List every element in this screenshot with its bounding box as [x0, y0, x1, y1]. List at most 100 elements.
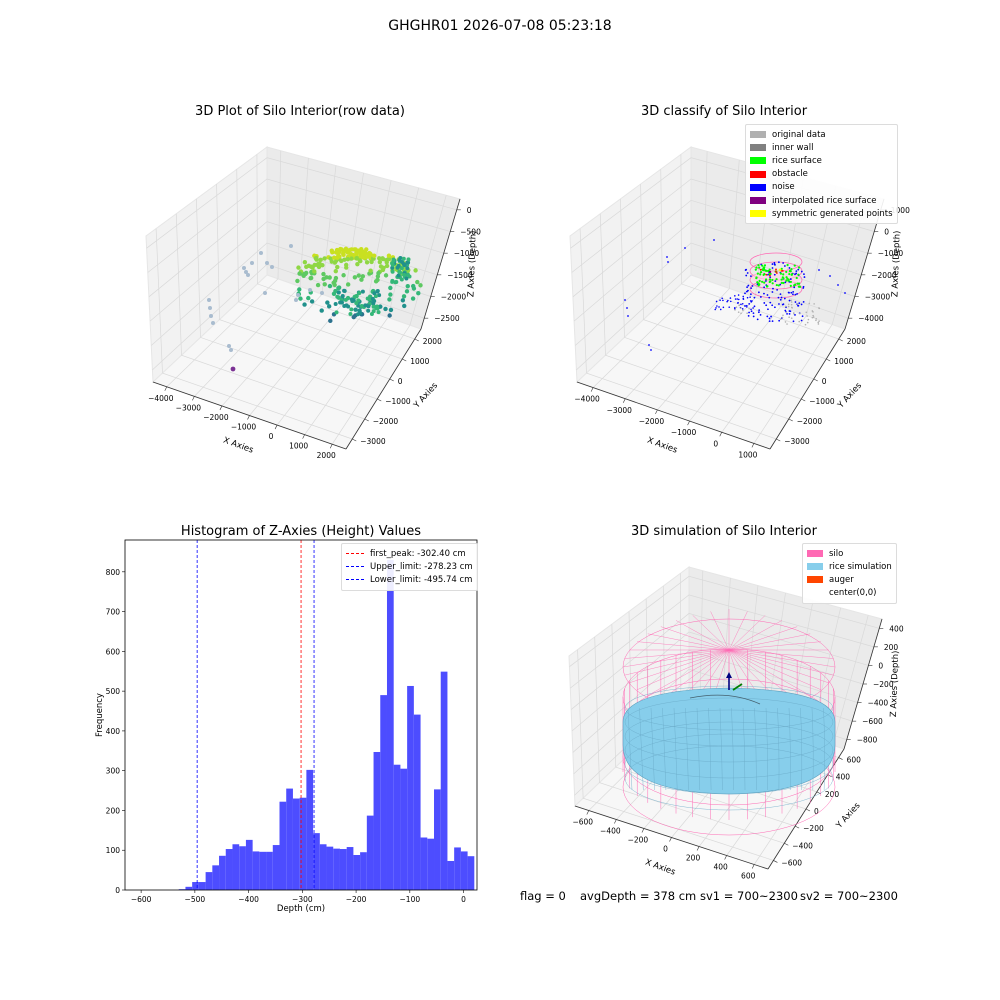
raw-point [320, 291, 324, 295]
legend-label: original data [772, 129, 826, 140]
raw-point [335, 264, 340, 270]
raw-point [376, 270, 381, 276]
y-axis-label: Frequency [95, 693, 105, 737]
z-tick-label: −200 [873, 680, 894, 689]
histogram-bar [299, 797, 307, 890]
raw-point [322, 256, 327, 261]
figure-title: GHGHR01 2026-07-08 05:23:18 [388, 18, 612, 34]
noise-point [803, 273, 805, 276]
x-tick-label: 2000 [317, 451, 336, 460]
x-tick [192, 396, 195, 401]
noise-point [792, 293, 794, 296]
histogram-bar [212, 865, 220, 890]
rice-surface-point [771, 278, 774, 282]
original-point [781, 316, 784, 319]
legend-swatch [807, 576, 823, 584]
y-tick-label: 400 [836, 773, 851, 782]
raw-point [359, 304, 364, 309]
x-tick-label: 0 [663, 845, 668, 854]
interpolated-point [768, 270, 772, 274]
x-tick-label: 0 [713, 439, 718, 448]
legend-label: center(0,0) [829, 588, 877, 599]
raw-point [383, 306, 388, 312]
raw-point [405, 266, 410, 271]
original-point [790, 301, 793, 303]
noise-point [744, 305, 746, 307]
z-tick-label: −500 [460, 228, 481, 237]
y-tick-label: 400 [106, 727, 121, 736]
rice-surface-point [758, 266, 761, 269]
z-tick-label: −600 [862, 717, 883, 726]
raw-point [375, 274, 381, 279]
noise-point [666, 256, 668, 258]
auger-arrow [732, 683, 743, 691]
raw-point [388, 292, 393, 297]
noise-point [627, 315, 629, 317]
histogram-bar [225, 849, 233, 890]
x-tick [164, 386, 168, 391]
z-tick-label: 400 [889, 624, 904, 633]
noise-point [742, 295, 745, 298]
rice-surface-point [786, 263, 789, 267]
raw-point [387, 256, 392, 262]
y-tick-label: 2000 [423, 337, 442, 346]
histogram-bar [266, 851, 273, 890]
raw-point [397, 270, 402, 275]
rice-surface-ridge [689, 694, 761, 705]
plot-frame [124, 539, 478, 891]
x-tick [724, 855, 727, 860]
x-tick-label: −4000 [574, 395, 600, 404]
noise-point [752, 307, 754, 309]
legend-item: inner wall [750, 141, 893, 154]
raw-point [344, 262, 349, 268]
noise-point [722, 306, 725, 309]
z-tick-label: 0 [878, 661, 883, 670]
raw-point [345, 248, 351, 253]
legend-item: first_peak: -302.40 cm [346, 547, 473, 560]
histogram-bar [239, 846, 246, 890]
original-point [812, 314, 814, 317]
raw-point [348, 312, 353, 317]
rice-surface-point [782, 277, 785, 280]
legend-swatch [807, 589, 823, 597]
legend-label: first_peak: -302.40 cm [370, 548, 466, 559]
rice-surface-point [789, 284, 792, 287]
silo-roof-wire [728, 649, 829, 684]
raw-point [333, 301, 338, 306]
y-tick [795, 825, 800, 829]
noise-point [798, 302, 801, 305]
z-axis-line [420, 198, 461, 330]
x-tick-label: −600 [131, 895, 152, 904]
legend-label: interpolated rice surface [772, 195, 877, 206]
noise-point [783, 265, 786, 267]
rice-surface-point [768, 273, 771, 276]
original-point [782, 314, 784, 317]
histogram-bar [373, 751, 381, 890]
raw-point [402, 272, 407, 277]
histogram-bar [467, 856, 475, 890]
x-tick [247, 415, 250, 420]
y-tick [805, 808, 811, 812]
z-tick-label: −400 [868, 699, 889, 708]
y-tick-label: 300 [106, 767, 121, 776]
original-point [805, 311, 808, 314]
noise-point [729, 300, 732, 303]
rice-surface-point [754, 268, 757, 271]
y-tick [389, 378, 394, 382]
raw-point [336, 290, 341, 295]
raw-point [390, 269, 395, 274]
noise-point [748, 302, 751, 305]
x-gridline [331, 195, 447, 445]
raw-point [405, 283, 410, 289]
histogram-bar [198, 882, 206, 890]
legend-label: symmetric generated points [772, 208, 893, 219]
noise-point [771, 291, 774, 293]
noise-point [800, 303, 803, 306]
raw-point [375, 277, 380, 283]
silo-roof-wire [728, 620, 783, 651]
z-tick-label: −800 [857, 736, 878, 745]
y-tick-label: 0 [115, 886, 120, 895]
noise-point [752, 315, 755, 318]
silo-roof-wire [728, 649, 811, 696]
noise-point [768, 320, 771, 323]
